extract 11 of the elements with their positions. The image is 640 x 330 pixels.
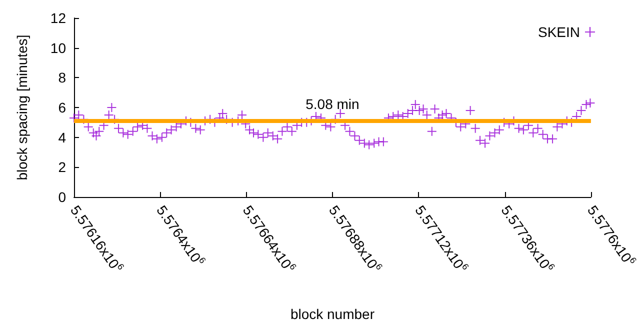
x-axis-title: block number (290, 306, 375, 322)
y-axis-title: block spacing [minutes] (14, 34, 30, 180)
ref-line-label: 5.08 min (306, 96, 360, 112)
legend-label: SKEIN (538, 24, 580, 40)
y-tick-label: 8 (58, 70, 66, 86)
y-tick-label: 6 (58, 100, 66, 116)
y-tick-label: 0 (58, 189, 66, 205)
y-tick-label: 12 (50, 10, 66, 26)
y-tick-label: 10 (50, 40, 66, 56)
y-tick-label: 4 (58, 129, 66, 146)
y-tick-label: 2 (58, 159, 66, 176)
